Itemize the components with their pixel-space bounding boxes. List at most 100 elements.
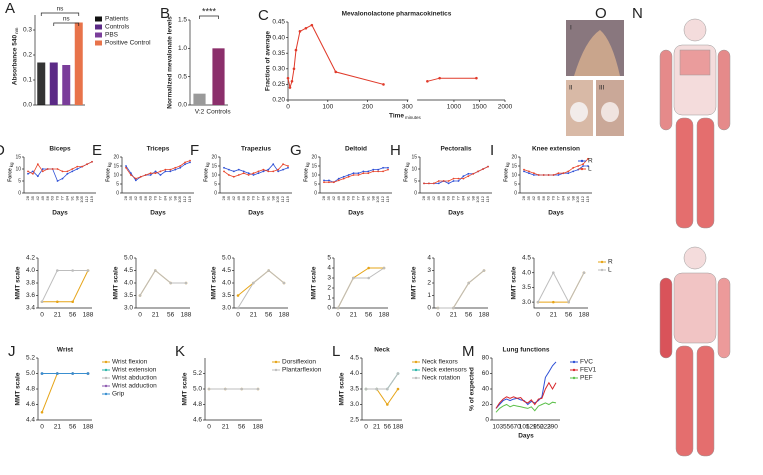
x-tick-label: 0 [138,312,142,319]
axis-label-sub: nm [14,27,19,34]
y-tick-label: 20 [482,401,490,408]
x-tick-label: 21 [550,312,558,319]
point [357,174,360,176]
point [257,170,260,173]
point [61,177,64,180]
series-line [41,373,88,413]
y-tick-label: 4.4 [26,417,35,424]
x-tick-label: 42 [231,195,236,200]
panel-letter: L [332,343,340,360]
legend-swatch [95,16,102,22]
x-tick-label: 28 [221,195,226,200]
x-tick-label: 56 [507,424,515,431]
x-tick-label: 35 [30,195,35,200]
x-tick-label: 0 [236,312,240,319]
point [189,159,191,162]
y-tick-label: 5 [314,181,317,187]
point [139,175,142,178]
x-tick-label: 0 [436,312,440,319]
point [252,172,255,175]
point [372,168,375,171]
point [367,172,370,175]
x-tick-label: 49 [436,195,441,200]
point [328,181,330,184]
y-tick-label: 10 [411,166,417,172]
significance-bracket [40,12,80,16]
point [32,172,34,175]
x-tick-label: 77 [158,195,163,200]
point [130,174,132,176]
x-tick-label: 70 [55,195,60,200]
point [557,172,560,175]
x-tick-label: 42 [35,195,40,200]
y-tick-label: 4.0 [522,269,531,276]
x-tick-label: 91 [265,195,270,200]
x-tick-label: 63 [346,195,351,200]
point [237,174,240,176]
point [426,79,429,83]
legend-label: PBS [105,32,119,39]
point [467,172,470,175]
point [51,168,54,170]
legend-marker [104,392,108,396]
y-tick-label: 15 [311,163,317,169]
point [169,281,172,285]
x-tick-label: 119 [385,195,390,202]
y-axis-label: Force [7,168,13,182]
x-tick-label: 28 [25,195,30,200]
y-tick-label: 3.4 [26,305,35,312]
y-tick-label: 2 [327,285,331,292]
legend-label: Wrist extension [112,367,157,374]
x-tick-label: 188 [379,312,390,319]
y-tick-label: 0 [214,190,217,196]
panel-letter: C [258,7,269,24]
point [46,168,49,170]
point [367,170,370,173]
x-tick-label: 112 [480,195,485,202]
legend-label: L [588,166,592,173]
y-tick-label: 0.2 [23,52,32,59]
x-tick-label: 42 [531,195,536,200]
x-axis-label: Days [348,210,364,217]
point [71,170,74,173]
y-tick-label: 5.0 [193,386,202,393]
x-tick-label: 300 [402,104,413,111]
series-line [41,270,88,303]
y-axis-label: MMT scale [411,266,418,299]
x-tick-label: 70 [153,195,158,200]
x-tick-label: 223 [540,424,551,431]
significance-bracket [199,15,219,19]
series-line [139,269,186,296]
point [207,387,211,391]
panel-letter: G [290,142,302,159]
point [134,179,137,182]
point [179,166,182,169]
legend-marker [580,159,584,163]
series-line [337,267,384,309]
bar [62,65,71,105]
x-tick-label: 105 [177,195,182,202]
y-tick-label: 4.5 [222,267,231,274]
legend-marker [104,376,108,380]
axis-label-sub: kg [505,162,510,167]
y-axis-label: MMT scale [15,372,22,405]
axis-label-sub: kg [405,162,410,167]
point [236,306,240,310]
x-tick-label: 1000 [447,104,462,111]
point [40,410,44,414]
point [375,387,378,391]
y-axis-label: Normalized mevalonate levels [167,16,174,109]
point [86,372,90,375]
legend-label: Wrist adduction [112,383,157,390]
point [452,180,455,182]
y-axis-label: Force [503,168,509,182]
x-tick-label: 200 [362,104,373,111]
point [396,372,400,375]
y-tick-label: 5 [214,181,217,187]
chart-title: Lung functions [503,347,550,354]
point [286,76,290,80]
point [61,170,64,173]
x-tick-label: 105 [475,195,480,202]
point [357,172,360,175]
y-tick-label: 0.25 [272,81,285,88]
